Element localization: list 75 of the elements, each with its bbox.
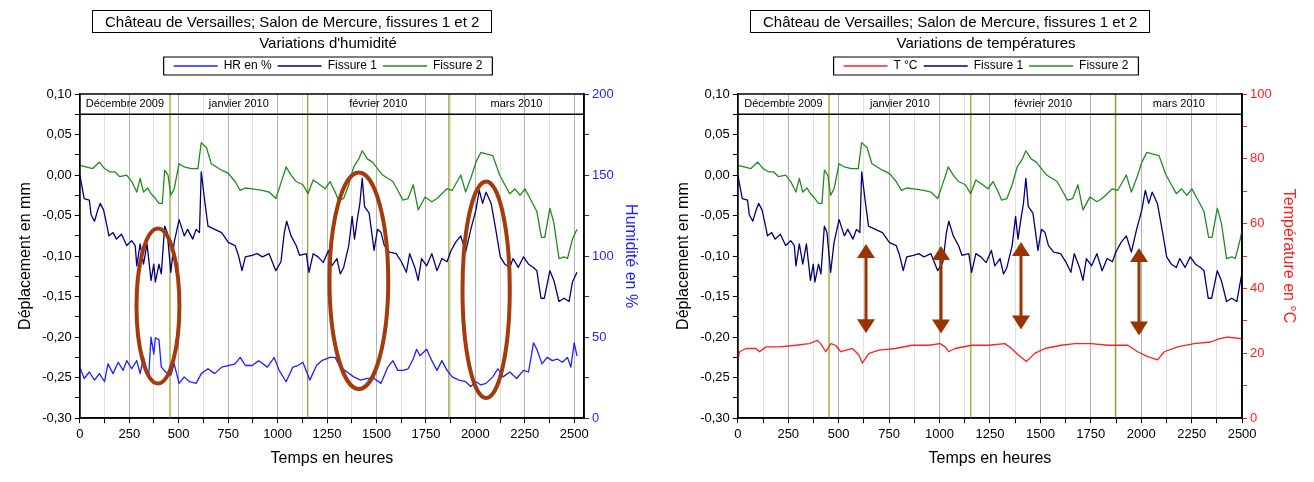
- annotation: Décembre 2009: [85, 97, 165, 110]
- x-tick-label: 1750: [1076, 425, 1106, 441]
- chart-subtitle: Variations d'humidité: [258, 34, 398, 51]
- y-axis-title: Déplacement en mm: [16, 182, 34, 330]
- legend-label: T °C: [893, 58, 918, 73]
- chart-title: Château de Versailles; Salon de Mercure, fissures 1 et 2: [92, 10, 493, 33]
- legend-label: Fissure 2: [433, 58, 483, 73]
- y2-tick-label: 150: [592, 166, 614, 182]
- x-tick-label: 1250: [312, 425, 342, 441]
- x-tick-label: 250: [118, 425, 141, 441]
- y-tick-label: -0,20: [700, 328, 730, 344]
- annotation: février 2010: [349, 97, 408, 110]
- y-tick-label: -0,05: [42, 207, 72, 223]
- annotation: février 2010: [1014, 97, 1073, 110]
- y2-tick-label: 200: [592, 85, 614, 101]
- x-tick-label: 0: [734, 425, 742, 441]
- y-tick-label: 0,05: [704, 126, 730, 142]
- y2-axis-title: Température en °C: [1280, 188, 1298, 324]
- y2-axis-title: Humidité en %: [622, 204, 640, 309]
- x-tick-label: 250: [777, 425, 800, 441]
- x-tick-label: 2250: [510, 425, 540, 441]
- x-tick-label: 1750: [411, 425, 441, 441]
- y-tick-label: -0,20: [42, 328, 72, 344]
- annotation: mars 2010: [490, 97, 543, 110]
- y-tick-label: 0,10: [704, 85, 730, 101]
- x-tick-label: 750: [217, 425, 239, 441]
- x-tick-label: 1000: [263, 425, 293, 441]
- y-tick-label: -0,30: [42, 409, 72, 425]
- legend-label: Fissure 1: [327, 58, 378, 73]
- y-tick-label: 0,10: [46, 85, 72, 101]
- x-axis-title: Temps en heures: [270, 448, 394, 466]
- y-tick-label: -0,05: [700, 207, 730, 223]
- x-tick-label: 2500: [559, 425, 589, 441]
- y-tick-label: 0,00: [704, 166, 730, 182]
- y-tick-label: -0,10: [700, 247, 730, 263]
- legend-label: HR en %: [223, 58, 272, 73]
- legend-label: Fissure 1: [973, 58, 1024, 73]
- x-tick-label: 500: [827, 425, 850, 441]
- y-tick-label: -0,30: [700, 409, 730, 425]
- x-tick-label: 1250: [975, 425, 1005, 441]
- x-tick-label: 750: [878, 425, 900, 441]
- y-axis-title: Déplacement en mm: [674, 182, 692, 330]
- y-tick-label: 0,05: [46, 126, 72, 142]
- y-tick-label: -0,15: [700, 288, 730, 304]
- y2-tick-label: 0: [592, 409, 600, 425]
- y2-tick-label: 50: [592, 328, 607, 344]
- y-tick-label: 0,00: [46, 166, 72, 182]
- y-tick-label: -0,10: [42, 247, 72, 263]
- x-tick-label: 2250: [1177, 425, 1207, 441]
- x-tick-label: 1000: [925, 425, 954, 441]
- x-tick-label: 1500: [362, 425, 391, 441]
- x-tick-label: 0: [76, 425, 84, 441]
- annotation: Décembre 2009: [744, 97, 823, 110]
- y-tick-label: -0,15: [42, 288, 72, 304]
- y-tick-label: -0,25: [700, 369, 730, 385]
- x-tick-label: 2500: [1227, 425, 1257, 441]
- y2-tick-label: 0: [1250, 409, 1258, 425]
- x-tick-label: 500: [167, 425, 190, 441]
- y2-tick-label: 40: [1250, 280, 1265, 296]
- y2-tick-label: 80: [1250, 150, 1265, 166]
- x-tick-label: 1500: [1025, 425, 1055, 441]
- y-tick-label: -0,25: [42, 369, 72, 385]
- x-tick-label: 2000: [1126, 425, 1156, 441]
- annotation: mars 2010: [1152, 97, 1205, 110]
- x-axis-title: Temps en heures: [928, 448, 1052, 466]
- y2-tick-label: 100: [1250, 85, 1272, 101]
- y2-tick-label: 20: [1250, 344, 1265, 360]
- chart-subtitle: Variations de températures: [895, 34, 1077, 51]
- annotation: janvier 2010: [868, 97, 930, 110]
- annotation: janvier 2010: [207, 97, 269, 110]
- legend-label: Fissure 2: [1079, 58, 1129, 73]
- y2-tick-label: 60: [1250, 215, 1265, 231]
- x-tick-label: 2000: [460, 425, 490, 441]
- y2-tick-label: 100: [592, 247, 614, 263]
- chart-title: Château de Versailles; Salon de Mercure, fissures 1 et 2: [750, 10, 1151, 33]
